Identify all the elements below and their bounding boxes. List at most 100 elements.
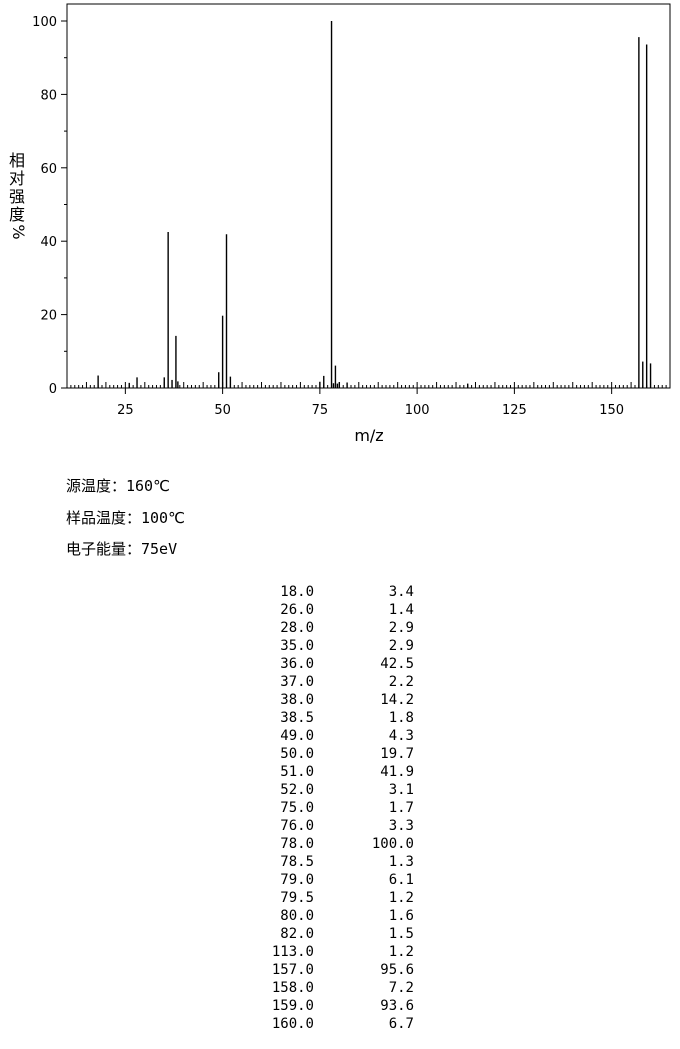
peak-intensity: 14.2 (380, 692, 414, 708)
table-row: 37.0 2.2 (240, 673, 414, 691)
table-row: 75.0 1.7 (240, 799, 414, 817)
y-axis-ticks: 0 20 40 60 80 100 (32, 15, 67, 397)
peak-mz: 82.0 (280, 926, 314, 942)
peak-intensity: 2.9 (388, 620, 414, 636)
spectrum-peaks (97, 21, 652, 388)
y-axis-title-char: 强 (9, 187, 25, 206)
peak-intensity: 1.2 (388, 890, 414, 906)
peak-intensity: 2.9 (388, 638, 414, 654)
peak-mz: 76.0 (280, 818, 314, 834)
y-tick-label: 60 (40, 162, 57, 177)
peak-intensity: 3.4 (388, 584, 414, 600)
table-row: 157.0 95.6 (240, 961, 414, 979)
table-row: 26.0 1.4 (240, 601, 414, 619)
peak-mz: 75.0 (280, 800, 314, 816)
peak-mz: 158.0 (271, 980, 314, 996)
table-row: 78.0 100.0 (240, 835, 414, 853)
table-row: 50.0 19.7 (240, 745, 414, 763)
peak-intensity: 1.4 (388, 602, 414, 618)
peak-mz: 160.0 (271, 1016, 314, 1032)
peak-mz: 49.0 (280, 728, 314, 744)
x-minor-ticks (66, 382, 671, 388)
source-temperature: 源温度：160℃ (66, 477, 170, 495)
peak-intensity: 6.1 (388, 872, 414, 888)
peak-intensity: 1.2 (388, 944, 414, 960)
y-axis-title-char: % (9, 224, 28, 239)
peak-intensity: 6.7 (388, 1016, 414, 1032)
y-tick-label: 0 (49, 382, 57, 397)
table-row: 79.0 6.1 (240, 871, 414, 889)
peak-mz: 36.0 (280, 656, 314, 672)
peak-mz: 157.0 (271, 962, 314, 978)
peak-table: 18.0 3.4 26.0 1.4 28.0 2.9 35.0 2.9 36.0 42.5 37.0… (240, 583, 414, 1033)
table-row: 51.0 41.9 (240, 763, 414, 781)
table-row: 113.0 1.2 (240, 943, 414, 961)
peak-intensity: 1.5 (388, 926, 414, 942)
peak-intensity: 1.7 (388, 800, 414, 816)
peak-mz: 28.0 (280, 620, 314, 636)
y-axis-title-char: 对 (9, 169, 25, 188)
peak-mz: 37.0 (280, 674, 314, 690)
peak-intensity: 1.6 (388, 908, 414, 924)
table-row: 158.0 7.2 (240, 979, 414, 997)
x-tick-label: 100 (405, 403, 430, 418)
peak-mz: 50.0 (280, 746, 314, 762)
table-row: 159.0 93.6 (240, 997, 414, 1015)
x-tick-label: 150 (599, 403, 624, 418)
peak-mz: 52.0 (280, 782, 314, 798)
peak-mz: 26.0 (280, 602, 314, 618)
peak-intensity: 19.7 (380, 746, 414, 762)
mass-spectrum-chart: 0 20 40 60 80 100 25 50 75 100 125 150 m/z 相 对 强 度… (9, 3, 671, 445)
peak-intensity: 93.6 (380, 998, 414, 1014)
table-row: 49.0 4.3 (240, 727, 414, 745)
plot-frame (66, 3, 671, 389)
table-row: 78.5 1.3 (240, 853, 414, 871)
peak-mz: 79.5 (280, 890, 314, 906)
y-tick-label: 20 (40, 309, 57, 324)
peak-mz: 78.0 (280, 836, 314, 852)
x-tick-label: 25 (117, 403, 134, 418)
peak-intensity: 7.2 (388, 980, 414, 996)
peak-mz: 159.0 (271, 998, 314, 1014)
peak-mz: 35.0 (280, 638, 314, 654)
x-tick-label: 125 (502, 403, 527, 418)
y-axis-title-char: 度 (9, 205, 25, 224)
table-row: 76.0 3.3 (240, 817, 414, 835)
y-tick-label: 40 (40, 235, 57, 250)
peak-mz: 38.5 (280, 710, 314, 726)
table-row: 79.5 1.2 (240, 889, 414, 907)
peak-mz: 51.0 (280, 764, 314, 780)
table-row: 18.0 3.4 (240, 583, 414, 601)
table-row: 38.0 14.2 (240, 691, 414, 709)
peak-intensity: 1.3 (388, 854, 414, 870)
y-tick-label: 100 (32, 15, 57, 30)
x-axis-ticks: 25 50 75 100 125 150 (117, 388, 624, 418)
peak-mz: 18.0 (280, 584, 314, 600)
peak-mz: 113.0 (271, 944, 314, 960)
table-row: 36.0 42.5 (240, 655, 414, 673)
table-row: 35.0 2.9 (240, 637, 414, 655)
table-row: 52.0 3.1 (240, 781, 414, 799)
y-tick-label: 80 (40, 88, 57, 103)
peak-intensity: 100.0 (371, 836, 414, 852)
table-row: 82.0 1.5 (240, 925, 414, 943)
peak-intensity: 41.9 (380, 764, 414, 780)
table-row: 80.0 1.6 (240, 907, 414, 925)
x-axis-title: m/z (354, 426, 383, 445)
peak-intensity: 2.2 (388, 674, 414, 690)
peak-intensity: 1.8 (388, 710, 414, 726)
sample-temperature: 样品温度：100℃ (66, 509, 185, 527)
peak-mz: 80.0 (280, 908, 314, 924)
peak-intensity: 95.6 (380, 962, 414, 978)
table-row: 38.5 1.8 (240, 709, 414, 727)
peak-intensity: 42.5 (380, 656, 414, 672)
peak-intensity: 3.3 (388, 818, 414, 834)
y-axis-title-char: 相 (9, 151, 25, 170)
peak-mz: 79.0 (280, 872, 314, 888)
table-row: 28.0 2.9 (240, 619, 414, 637)
table-row: 160.0 6.7 (240, 1015, 414, 1033)
y-axis-title: 相 对 强 度 % (9, 151, 28, 240)
electron-energy: 电子能量：75eV (66, 540, 178, 558)
peak-mz: 78.5 (280, 854, 314, 870)
peak-intensity: 4.3 (388, 728, 414, 744)
